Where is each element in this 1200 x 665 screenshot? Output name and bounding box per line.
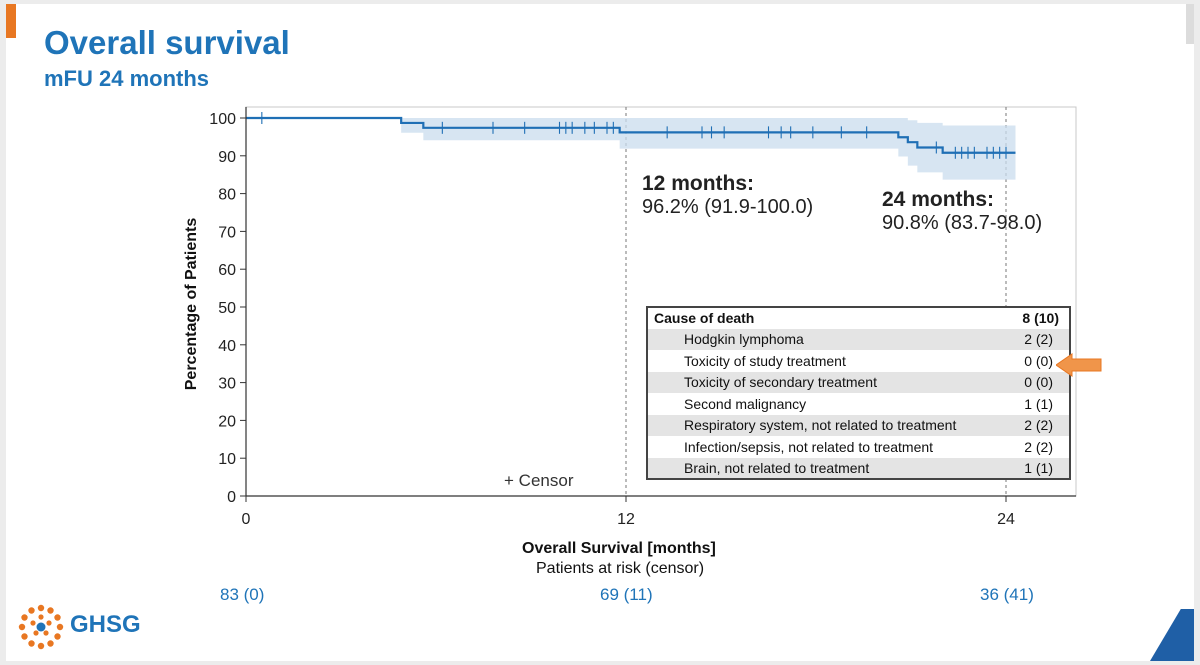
y-tick-label: 30 (218, 376, 236, 393)
x-tick-label: 0 (242, 511, 251, 528)
risk-count-24: 36 (41) (980, 585, 1034, 604)
corner-accent (6, 4, 16, 38)
x-tick-label: 12 (617, 511, 635, 528)
x-axis-label: Overall Survival [months] (522, 540, 716, 557)
y-axis-label: Percentage of Patients (183, 217, 200, 391)
page-title: Overall survival (44, 24, 290, 61)
table-cell-count: 1 (1) (990, 457, 1070, 479)
y-tick-label: 100 (209, 111, 236, 128)
annotation-heading: 24 months: (882, 188, 995, 211)
y-tick-label: 10 (218, 451, 236, 468)
y-tick-label: 90 (218, 149, 236, 166)
table-row: Toxicity of secondary treatment 0 (0) (647, 371, 1070, 393)
annotation-heading: 12 months: (642, 172, 755, 195)
table-row: Infection/sepsis, not related to treatme… (647, 436, 1070, 458)
orange-arrow-icon (1056, 353, 1102, 377)
table-row: Respiratory system, not related to treat… (647, 414, 1070, 436)
cause-of-death-table: Cause of death 8 (10) Hodgkin lymphoma 2… (646, 306, 1071, 480)
table-cell-count: 0 (0) (990, 371, 1070, 393)
table-cell-count: 2 (2) (1024, 438, 1053, 455)
y-tick-label: 80 (218, 187, 236, 204)
y-tick-label: 70 (218, 224, 236, 241)
risk-count-12: 69 (11) (600, 585, 653, 604)
table-row: Second malignancy 1 (1) (647, 393, 1070, 415)
corner-shade (1186, 4, 1194, 44)
y-tick-label: 20 (218, 413, 236, 430)
annotation-value: 96.2% (91.9-100.0) (642, 196, 814, 218)
censor-legend-label: Censor (518, 471, 574, 490)
risk-count-0: 83 (0) (220, 585, 265, 604)
annotation-12-months: 12 months: 96.2% (91.9-100.0) (642, 172, 813, 219)
table-row: Hodgkin lymphoma 2 (2) (647, 328, 1070, 350)
table-cell-count: 0 (0) (1024, 352, 1053, 369)
censor-mark-icon: + (504, 471, 514, 490)
x-tick-label: 24 (997, 511, 1015, 528)
risk-table-title: Patients at risk (censor) (536, 560, 705, 577)
table-cell-cause: Second malignancy (684, 395, 807, 412)
table-cell-cause: Infection/sepsis, not related to treatme… (684, 438, 934, 455)
ghsg-logo-text: GHSG (70, 611, 141, 638)
censor-legend: + Censor (504, 471, 573, 491)
table-cell-cause: Brain, not related to treatment (647, 457, 990, 479)
ghsg-logo-icon (18, 604, 64, 650)
table-cell-cause: Respiratory system, not related to treat… (647, 414, 990, 436)
table-cell-cause: Hodgkin lymphoma (647, 328, 990, 350)
table-cell-count: 2 (2) (990, 414, 1070, 436)
y-tick-label: 50 (218, 300, 236, 317)
table-header-value: 8 (10) (1022, 310, 1059, 327)
slide: Overall survival mFU 24 months 0 10 20 30 40… (6, 4, 1194, 661)
y-tick-label: 60 (218, 262, 236, 279)
table-row: Brain, not related to treatment 1 (1) (647, 457, 1070, 479)
table-cell-count: 2 (2) (990, 328, 1070, 350)
annotation-24-months: 24 months: 90.8% (83.7-98.0) (882, 188, 1042, 235)
y-tick-label: 0 (227, 489, 236, 506)
table-cell-cause: Toxicity of secondary treatment (647, 371, 990, 393)
page-subtitle: mFU 24 months (44, 66, 210, 91)
table-header-label: Cause of death (654, 310, 755, 327)
table-cell-cause: Toxicity of study treatment (684, 352, 846, 369)
km-chart: 0 10 20 30 40 50 60 70 80 90 100 0 12 24 (209, 106, 1077, 528)
survival-curve (246, 116, 1016, 154)
confidence-band (246, 118, 1016, 180)
table-cell-count: 1 (1) (1024, 395, 1053, 412)
y-tick-label: 40 (218, 338, 236, 355)
annotation-value: 90.8% (83.7-98.0) (882, 212, 1043, 234)
table-row: Toxicity of study treatment 0 (0) (647, 350, 1070, 372)
